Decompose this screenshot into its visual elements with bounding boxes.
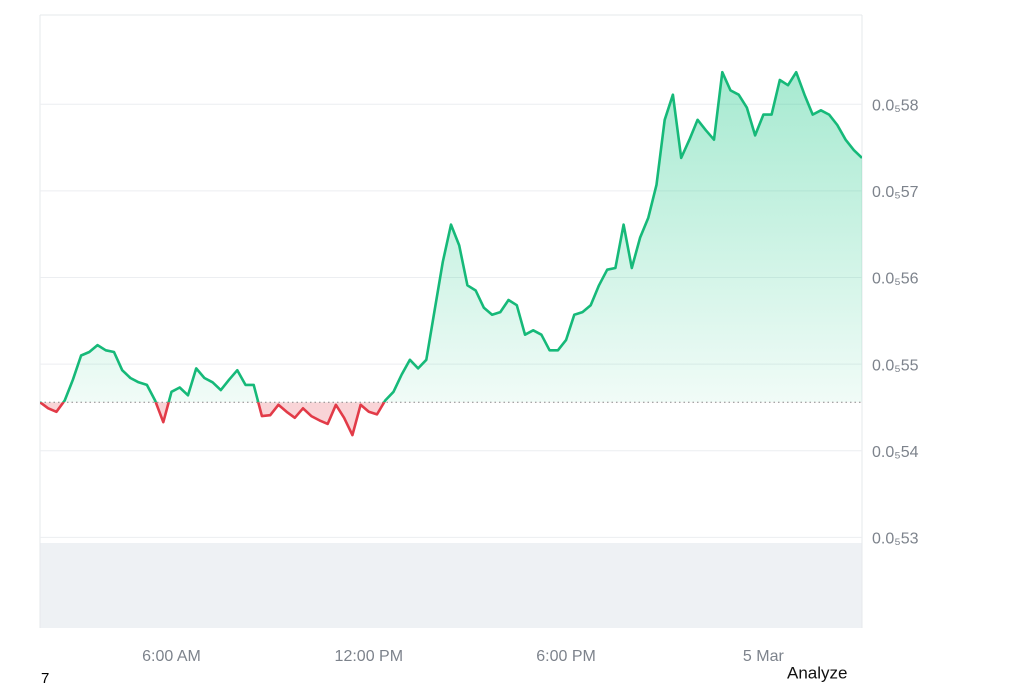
y-tick-label: 0.0₅58 [872, 97, 919, 114]
x-tick-label: 6:00 PM [536, 648, 596, 665]
analyze-button[interactable]: Analyze [787, 663, 847, 682]
x-tick-label: 6:00 AM [142, 648, 201, 665]
x-tick-label: 12:00 PM [335, 648, 403, 665]
y-tick-label: 0.0₅57 [872, 184, 919, 201]
y-tick-label: 0.0₅55 [872, 357, 919, 374]
y-tick-label: 0.0₅53 [872, 531, 919, 548]
area-above-baseline [40, 72, 862, 403]
x-tick-label: 5 Mar [743, 648, 785, 665]
volume-area [40, 543, 862, 628]
price-line-up [40, 70, 862, 403]
y-tick-label: 0.0₅56 [872, 271, 919, 288]
footer-fragment: 7 [41, 670, 49, 683]
y-tick-label: 0.0₅54 [872, 444, 919, 461]
